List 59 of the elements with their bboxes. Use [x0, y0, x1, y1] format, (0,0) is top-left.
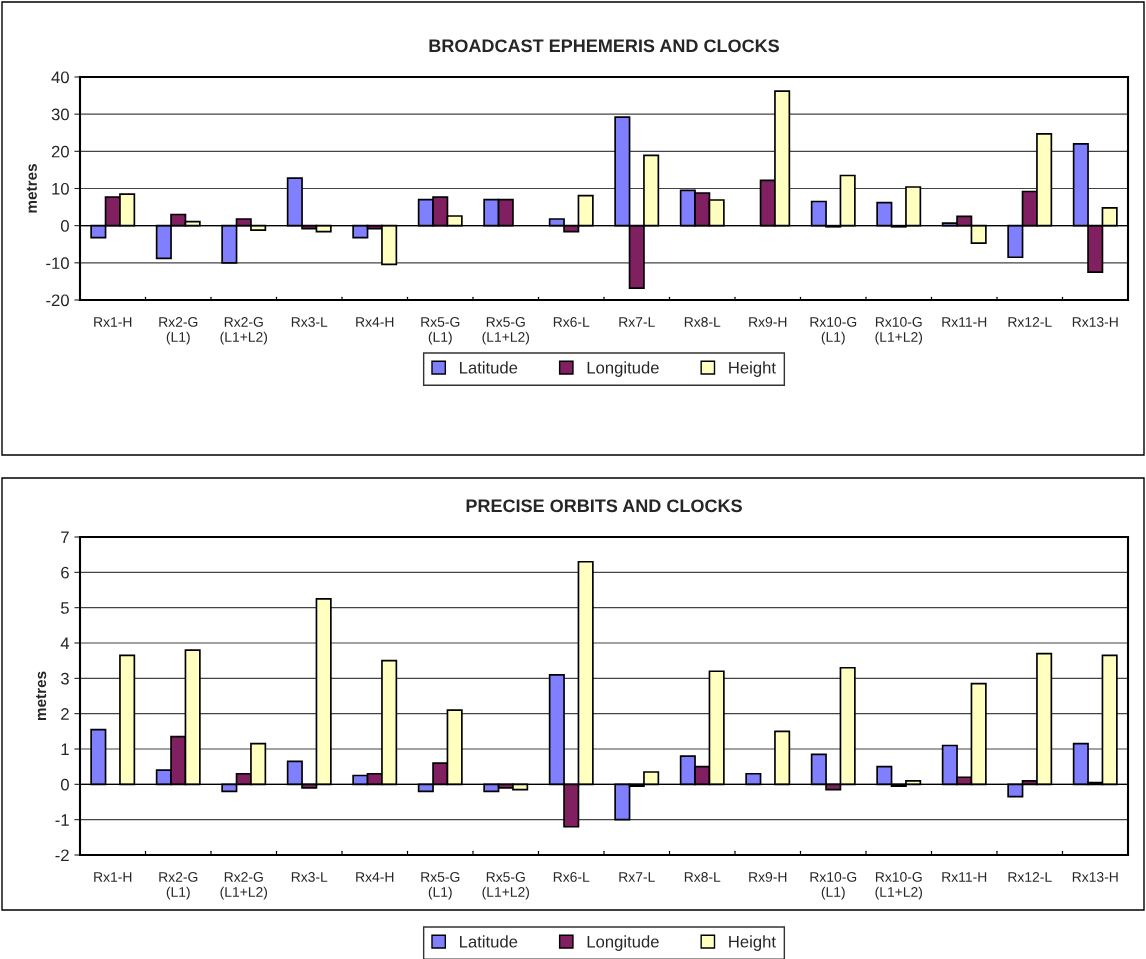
- y-tick-label: 30: [51, 108, 69, 121]
- x-tick-label: Rx8-L: [684, 317, 721, 327]
- x-tick-label: Rx10-G (L1): [810, 872, 857, 900]
- y-tick-label: 40: [51, 71, 69, 84]
- x-tick-label: Rx5-G (L1): [421, 317, 460, 345]
- x-tick-label: Rx1-H: [94, 317, 132, 327]
- y-tick-label: 1: [61, 743, 69, 756]
- x-tick-label: Rx12-L: [1008, 872, 1052, 882]
- x-tick-label: Rx13-H: [1072, 317, 1118, 327]
- x-tick-label: Rx5-G (L1+L2): [482, 872, 530, 900]
- legend-label: Height: [729, 361, 776, 377]
- y-tick-label: 7: [61, 531, 69, 544]
- y-axis-title: metres: [26, 164, 37, 213]
- x-tick-label: Rx5-G (L1+L2): [482, 317, 530, 345]
- x-tick-label: Rx2-G (L1+L2): [220, 317, 268, 345]
- x-tick-label: Rx10-G (L1): [810, 317, 857, 345]
- x-tick-label: Rx3-L: [291, 317, 328, 327]
- y-tick-label: 4: [60, 637, 70, 650]
- x-tick-label: Rx13-H: [1072, 872, 1118, 882]
- x-tick-label: Rx12-L: [1008, 317, 1052, 327]
- y-tick-label: -20: [46, 294, 69, 307]
- x-tick-label: Rx3-L: [291, 872, 328, 882]
- legend-label: Latitude: [460, 935, 518, 948]
- y-tick-label: 20: [51, 145, 69, 158]
- chart-title: PRECISE ORBITS AND CLOCKS: [466, 499, 742, 513]
- x-tick-label: Rx9-H: [749, 872, 787, 882]
- x-tick-label: Rx11-H: [942, 317, 987, 327]
- legend-label: Longitude: [587, 361, 659, 377]
- y-tick-label: -2: [55, 849, 69, 862]
- legend-label: Height: [729, 935, 776, 951]
- y-tick-label: 2: [61, 708, 69, 720]
- x-tick-label: Rx2-G (L1): [159, 317, 198, 345]
- y-tick-label: 3: [60, 672, 69, 685]
- x-tick-label: Rx5-G (L1): [421, 872, 460, 900]
- x-tick-label: Rx2-G (L1+L2): [220, 872, 268, 900]
- x-tick-label: Rx10-G (L1+L2): [875, 872, 923, 900]
- y-tick-label: -1: [55, 814, 69, 826]
- x-tick-label: Rx7-L: [619, 317, 655, 327]
- x-tick-label: Rx11-H: [942, 872, 987, 882]
- y-tick-label: 10: [52, 182, 69, 195]
- y-axis-title: metres: [36, 671, 47, 721]
- chart-title: BROADCAST EPHEMERIS AND CLOCKS: [429, 39, 779, 53]
- y-tick-label: 0: [60, 778, 69, 791]
- x-tick-label: Rx4-H: [356, 317, 394, 327]
- x-tick-label: Rx9-H: [749, 317, 787, 327]
- legend-label: Latitude: [460, 361, 518, 374]
- y-tick-label: 6: [61, 566, 69, 579]
- x-tick-label: Rx8-L: [684, 872, 721, 882]
- y-tick-label: -10: [46, 257, 69, 270]
- x-tick-label: Rx2-G (L1): [159, 872, 198, 900]
- y-tick-label: 5: [60, 602, 69, 614]
- y-tick-label: 0: [60, 220, 69, 232]
- x-tick-label: Rx4-H: [356, 872, 394, 882]
- x-tick-label: Rx6-L: [553, 317, 590, 327]
- x-tick-label: Rx6-L: [553, 872, 590, 882]
- legend-label: Longitude: [587, 935, 659, 951]
- x-tick-label: Rx1-H: [94, 872, 132, 882]
- x-tick-label: Rx10-G (L1+L2): [875, 317, 923, 345]
- x-tick-label: Rx7-L: [619, 872, 655, 882]
